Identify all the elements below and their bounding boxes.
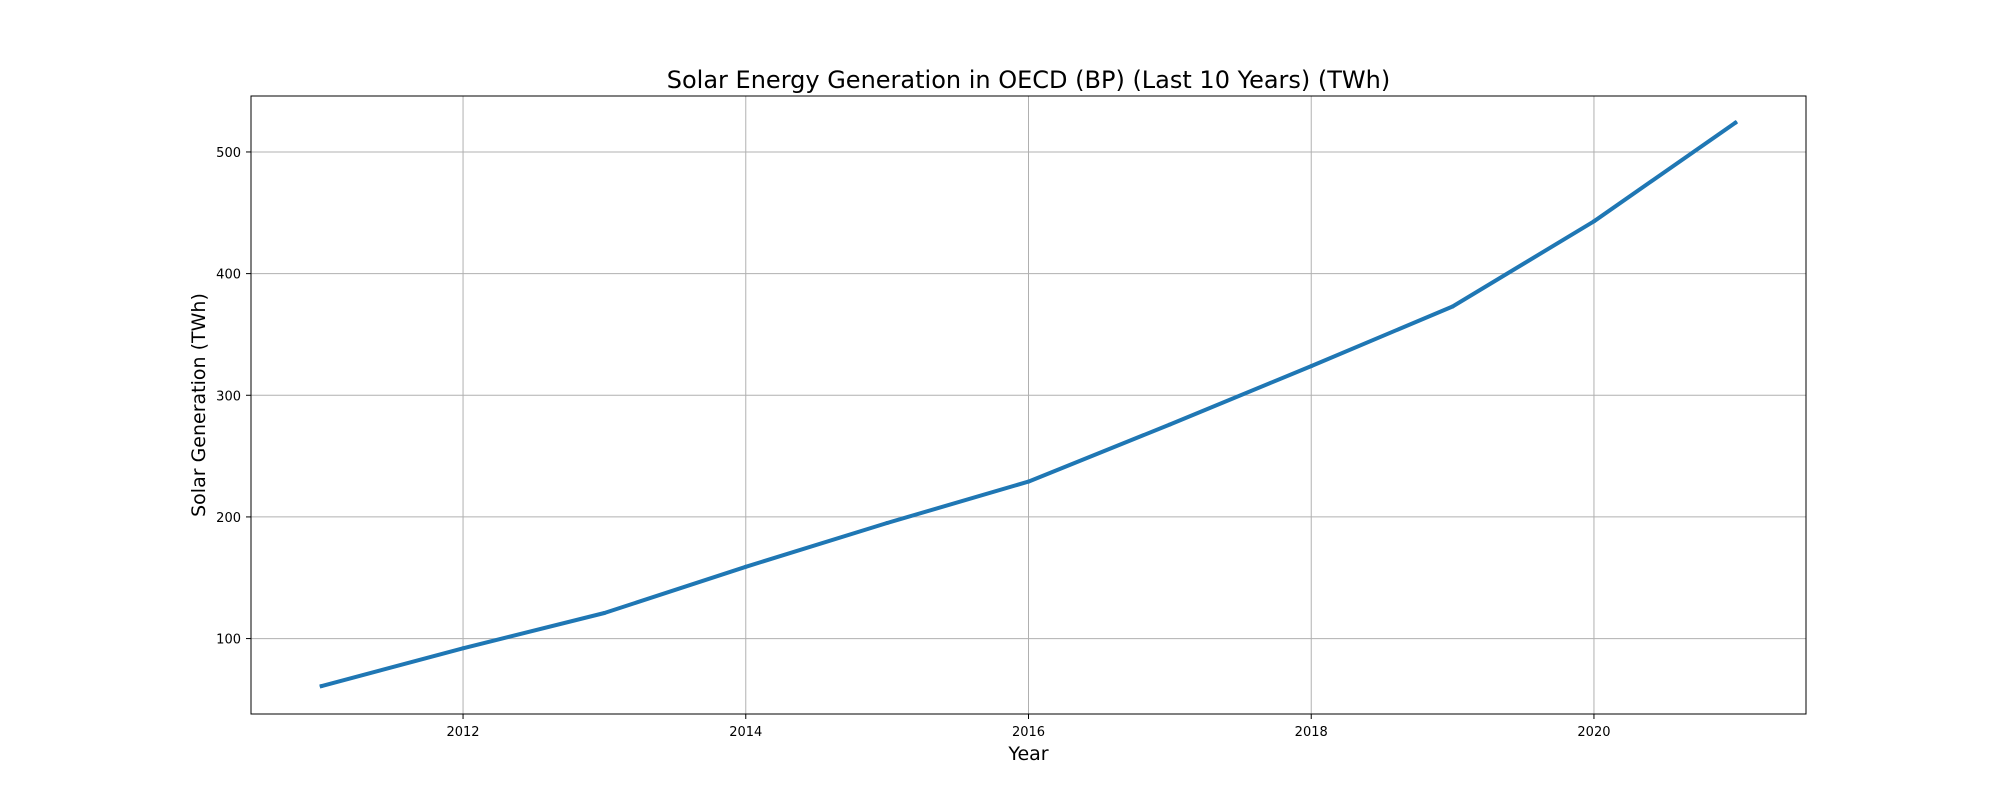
data-point [319,684,324,689]
x-tick-label: 2014 [729,725,762,740]
data-point [1026,479,1031,484]
data-point [1167,422,1172,427]
y-tick-label: 500 [216,146,241,161]
data-point [1733,120,1738,125]
axis-ticks: 2012 2014 2016 2018 2020 100 200 300 400 500 [216,146,1610,740]
y-tick-label: 100 [216,633,241,648]
data-point [1309,364,1314,369]
y-tick-label: 400 [216,268,241,283]
x-tick-label: 2020 [1577,725,1610,740]
chart-title: Solar Energy Generation in OECD (BP) (La… [667,66,1390,94]
y-tick-label: 300 [216,389,241,404]
x-tick-label: 2012 [446,725,479,740]
x-tick-label: 2018 [1295,725,1328,740]
y-axis-label: Solar Generation (TWh) [188,293,210,517]
data-layer [319,120,1739,689]
y-tick-label: 200 [216,511,241,526]
data-point [602,611,607,616]
data-point [1591,219,1596,224]
data-point [1450,304,1455,309]
data-point [461,646,466,651]
data-point [885,521,890,526]
data-point [743,564,748,569]
x-axis-label: Year [1007,743,1048,765]
x-tick-label: 2016 [1012,725,1045,740]
